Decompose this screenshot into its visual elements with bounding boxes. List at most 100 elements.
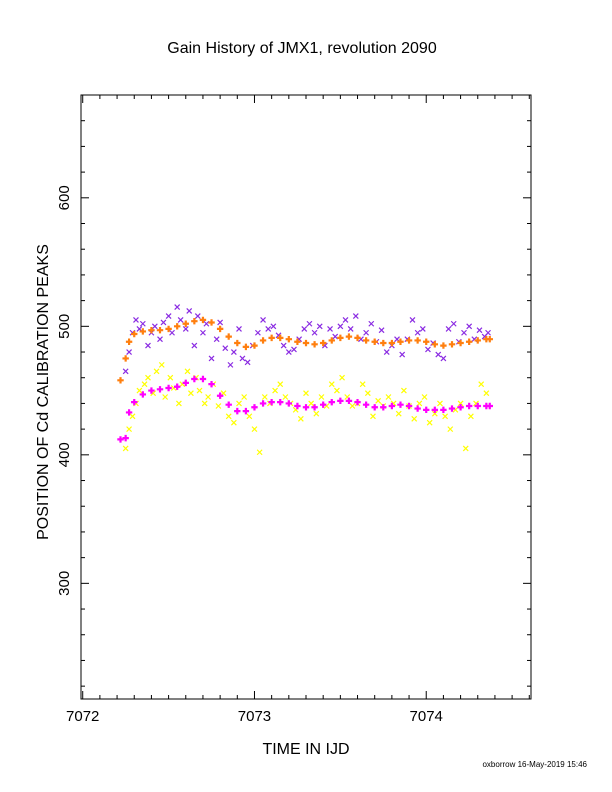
data-point	[337, 397, 344, 405]
data-point	[165, 313, 172, 319]
data-point	[364, 390, 371, 397]
data-point	[182, 325, 189, 332]
data-point	[347, 325, 354, 332]
data-point	[465, 402, 473, 410]
series-1	[117, 316, 493, 384]
data-point	[461, 329, 467, 336]
data-point	[457, 339, 464, 347]
data-point	[165, 325, 172, 333]
data-point	[148, 387, 155, 394]
data-point	[225, 333, 232, 340]
data-point	[153, 368, 160, 375]
y-tick-label: 400	[56, 442, 73, 467]
data-point	[332, 333, 339, 340]
data-point	[254, 329, 261, 336]
data-point	[311, 404, 318, 411]
data-point	[414, 329, 421, 336]
data-point	[265, 325, 272, 332]
data-point	[466, 323, 473, 330]
data-point	[375, 397, 382, 404]
data-point	[306, 320, 313, 327]
data-point	[400, 387, 407, 394]
data-point	[342, 316, 349, 323]
data-point	[125, 409, 133, 416]
data-point	[301, 325, 308, 332]
data-point	[199, 375, 207, 383]
data-point	[216, 325, 224, 333]
data-point	[297, 415, 304, 422]
data-point	[431, 406, 439, 414]
data-point	[129, 413, 136, 420]
data-point	[251, 426, 258, 433]
data-point	[162, 394, 169, 400]
data-point	[352, 313, 359, 319]
x-axis-label: TIME IN IJD	[262, 741, 349, 758]
series-3	[117, 375, 493, 443]
axis-tick-labels: 7072 7073 7074 300 400 500 600	[56, 185, 443, 725]
data-point	[241, 394, 248, 400]
data-point	[173, 383, 181, 390]
data-point	[421, 394, 428, 400]
data-point	[186, 307, 193, 314]
data-point	[380, 404, 387, 411]
data-point	[174, 304, 181, 310]
footer-credit: oxborrow 16-May-2019 15:46	[482, 760, 587, 769]
data-point	[117, 436, 124, 443]
data-point	[234, 339, 241, 347]
data-point	[368, 320, 375, 327]
data-point	[191, 342, 198, 349]
data-point	[302, 339, 310, 347]
data-point	[117, 377, 124, 384]
x-tick-label: 7073	[238, 708, 271, 725]
data-point	[405, 337, 413, 344]
data-point	[431, 410, 438, 417]
data-point	[133, 316, 139, 323]
series-2	[122, 361, 490, 456]
data-point	[280, 342, 287, 349]
data-point	[405, 402, 413, 410]
data-point	[251, 342, 258, 349]
y-axis-label: POSITION OF Cd CALIBRATION PEAKS	[35, 244, 52, 540]
data-point	[385, 394, 392, 400]
data-point	[260, 316, 266, 323]
plot-frame	[80, 94, 532, 700]
data-point	[319, 339, 327, 347]
data-point	[169, 329, 175, 336]
data-point	[268, 334, 275, 342]
data-point	[187, 390, 194, 397]
data-point	[191, 317, 198, 325]
data-point	[445, 325, 452, 332]
data-point	[182, 379, 189, 387]
data-point	[486, 402, 493, 410]
data-point	[399, 351, 406, 358]
data-point	[474, 402, 481, 410]
data-point	[199, 316, 207, 324]
data-point	[277, 398, 284, 406]
data-point	[122, 368, 129, 375]
data-point	[277, 381, 284, 388]
data-point	[205, 394, 212, 400]
data-point	[354, 334, 361, 342]
data-point	[139, 328, 147, 335]
data-point	[327, 325, 333, 332]
data-point	[359, 381, 366, 388]
data-point	[485, 329, 491, 336]
data-point	[302, 404, 310, 411]
data-point	[397, 338, 404, 345]
data-point	[201, 400, 208, 407]
data-point	[476, 327, 483, 334]
data-point	[467, 413, 474, 420]
data-point	[239, 355, 246, 362]
data-point	[157, 336, 163, 343]
data-point	[478, 381, 485, 388]
data-point	[423, 406, 430, 414]
data-point	[426, 419, 433, 426]
data-point	[319, 401, 327, 408]
data-point	[139, 391, 147, 398]
data-point	[328, 337, 335, 344]
data-point	[414, 337, 421, 344]
data-point	[213, 336, 220, 343]
data-point	[431, 341, 439, 348]
data-point	[316, 323, 323, 330]
